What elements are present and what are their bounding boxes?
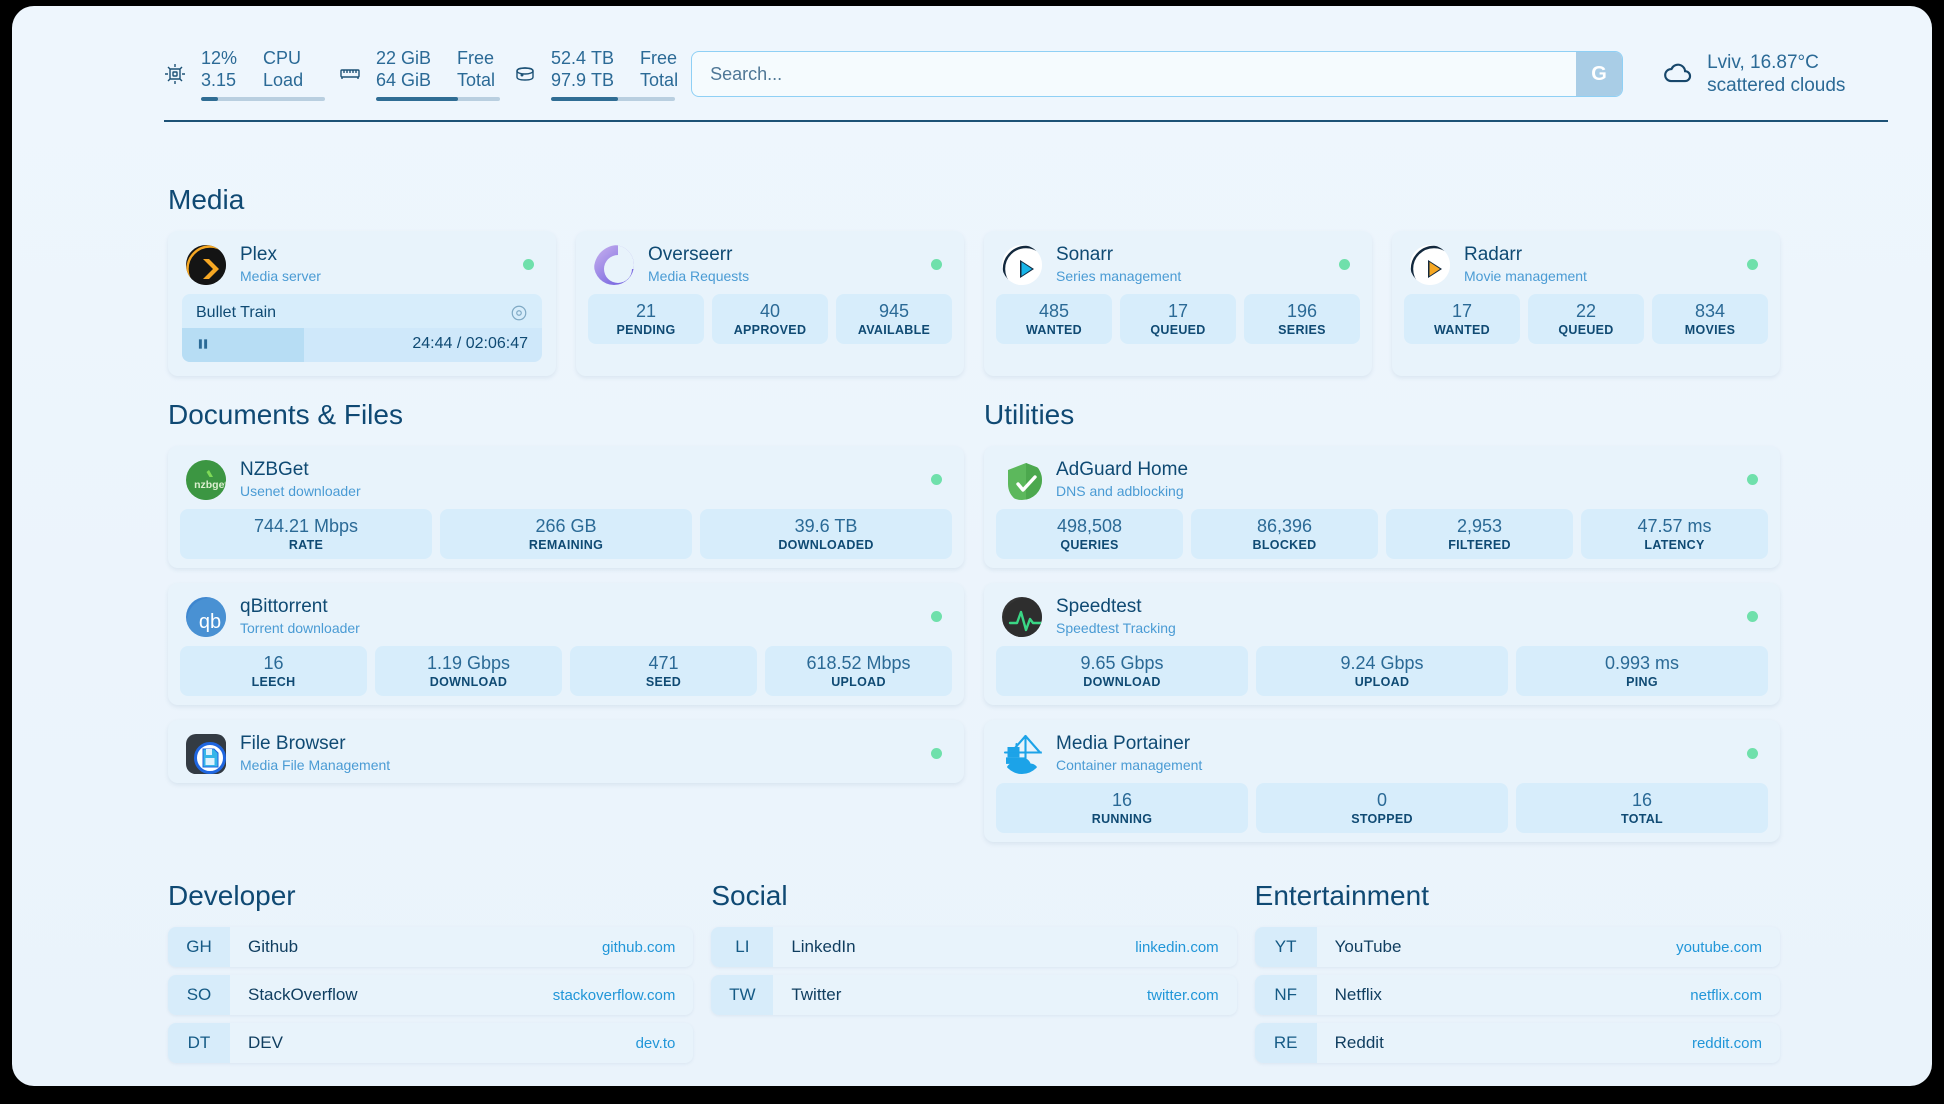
svg-text:nzbget: nzbget	[194, 479, 226, 491]
svg-text:qb: qb	[199, 611, 221, 633]
